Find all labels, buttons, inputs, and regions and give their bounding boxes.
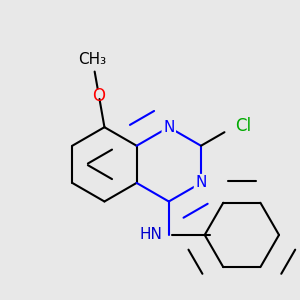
Text: HN: HN bbox=[140, 227, 163, 242]
Text: N: N bbox=[195, 176, 207, 190]
Text: CH₃: CH₃ bbox=[79, 52, 106, 68]
Text: O: O bbox=[92, 87, 106, 105]
Text: Cl: Cl bbox=[235, 117, 251, 135]
Text: N: N bbox=[163, 120, 175, 135]
